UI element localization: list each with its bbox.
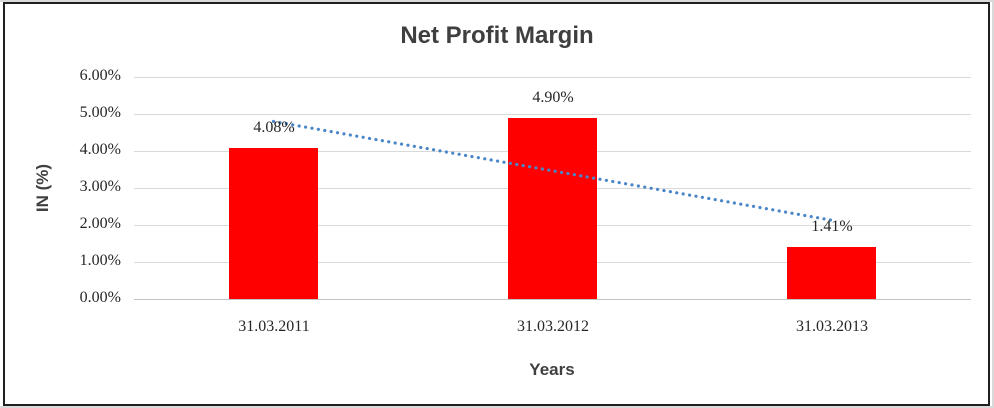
y-tick-label: 4.00%: [79, 141, 121, 158]
y-tick-label: 6.00%: [79, 67, 121, 84]
bar-31.03.2011: [229, 148, 318, 299]
bar-value-label: 4.08%: [253, 119, 295, 136]
x-axis-line: [134, 299, 971, 300]
x-category-label: 31.03.2011: [238, 318, 310, 335]
outer-edge-top: [0, 0, 994, 2]
gridline: [134, 114, 971, 115]
x-category-label: 31.03.2012: [517, 318, 589, 335]
bar-31.03.2012: [508, 118, 597, 299]
bar-value-label: 1.41%: [811, 218, 853, 235]
bar-31.03.2013: [787, 247, 876, 299]
y-tick-label: 5.00%: [79, 104, 121, 121]
outer-edge-bottom: [0, 406, 994, 408]
y-tick-label: 2.00%: [79, 215, 121, 232]
gridline: [134, 77, 971, 78]
y-tick-label: 3.00%: [79, 178, 121, 195]
y-axis-title: IN (%): [33, 163, 52, 213]
outer-edge-right: [992, 0, 994, 408]
bar-value-label: 4.90%: [532, 89, 574, 106]
y-tick-label: 1.00%: [79, 252, 121, 269]
x-axis-title: Years: [529, 360, 575, 379]
x-category-label: 31.03.2013: [796, 318, 868, 335]
chart-title: Net Profit Margin: [400, 22, 594, 49]
y-tick-label: 0.00%: [79, 289, 121, 306]
